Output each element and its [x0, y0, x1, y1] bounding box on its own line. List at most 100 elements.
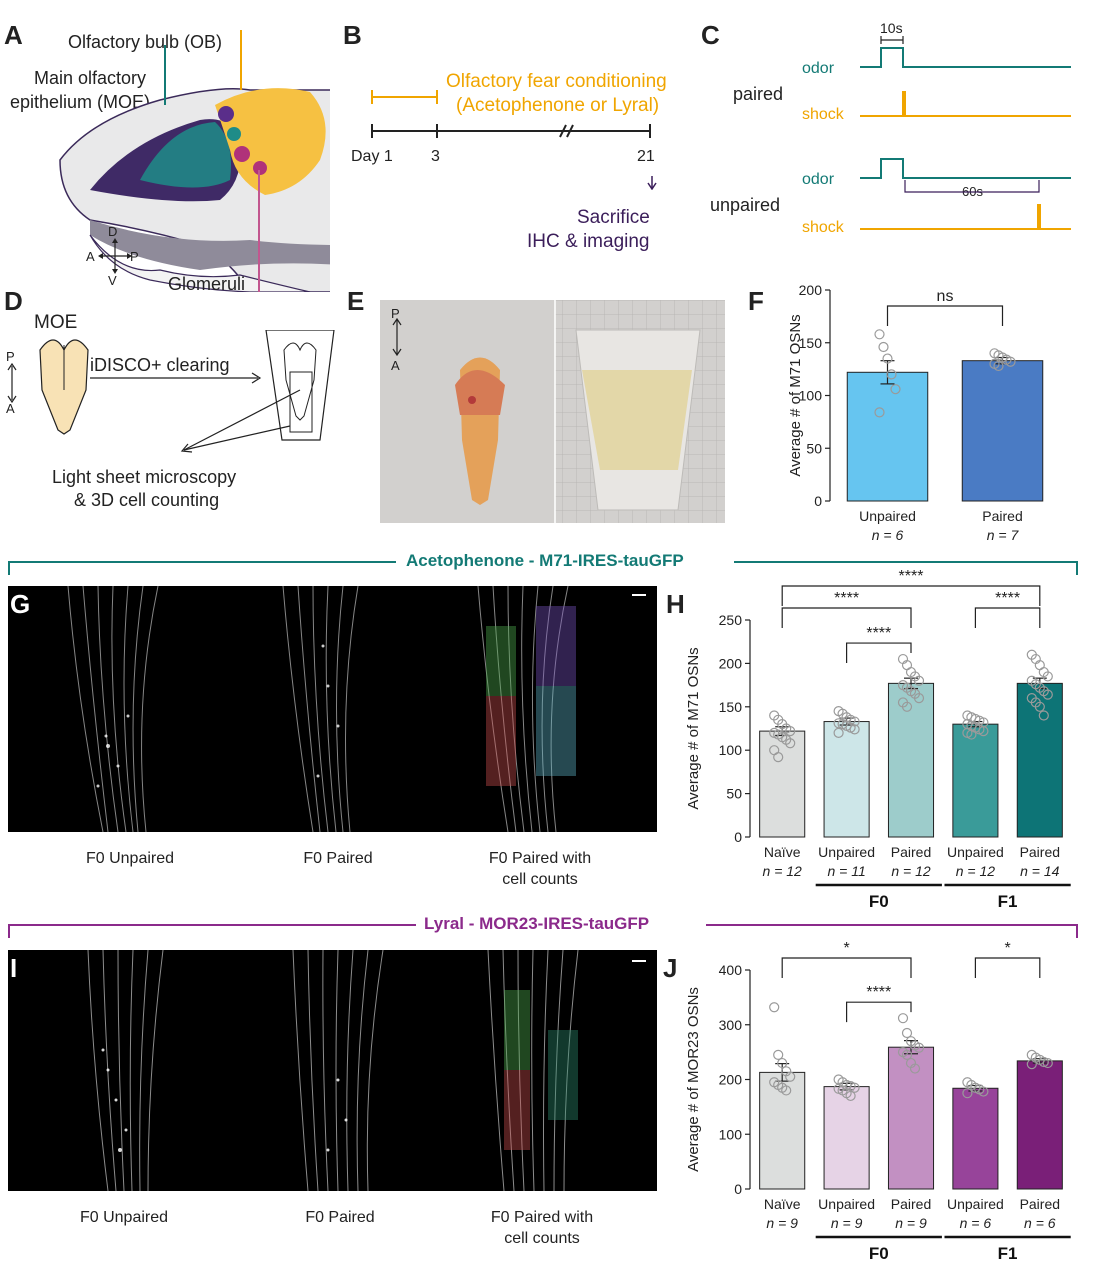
y-tick-label: 0 — [814, 493, 822, 509]
category-label: Naïve — [764, 844, 801, 860]
axis-p: P — [130, 249, 139, 264]
bar — [823, 721, 870, 838]
group-label: F0 — [869, 892, 889, 911]
n-label: n = 6 — [1024, 1215, 1056, 1231]
data-point — [1034, 701, 1045, 712]
y-tick-label: 150 — [799, 335, 823, 351]
significance-bracket — [846, 642, 912, 664]
category-label: Unpaired — [947, 844, 1004, 860]
tissue-photo-drawing — [380, 300, 725, 523]
caption-i-counts-line1: F0 Paired with — [490, 1209, 594, 1226]
axis-a: A — [86, 249, 95, 264]
panel-a-label: A — [4, 20, 23, 50]
banner-i-rule-right — [706, 924, 1078, 926]
y-tick-label: 50 — [806, 440, 822, 456]
bar — [823, 1086, 870, 1190]
group-label: F1 — [998, 1244, 1018, 1263]
y-tick-label: 150 — [719, 699, 743, 715]
day1-label: Day 1 — [351, 148, 393, 165]
caption-i-paired: F0 Paired — [305, 1209, 375, 1226]
data-point — [901, 1049, 913, 1060]
panel-i-label: I — [10, 953, 18, 983]
odor-label-unpaired: odor — [802, 171, 835, 188]
data-point — [773, 1049, 784, 1060]
data-point — [962, 1088, 973, 1099]
category-label: Paired — [891, 1196, 931, 1212]
y-tick-label: 50 — [726, 786, 742, 802]
data-point — [993, 360, 1004, 372]
glomeruli-label: Glomeruli — [168, 274, 246, 294]
nose-anatomy-illustration — [59, 30, 330, 292]
n-label: n = 6 — [960, 1215, 992, 1231]
paired-label: paired — [733, 84, 784, 104]
caption-g-counts-line2: cell counts — [502, 871, 578, 888]
banner-g-title: Acetophenone - M71-IRES-tauGFP — [406, 551, 684, 570]
data-point — [874, 329, 885, 340]
data-point — [978, 1086, 989, 1097]
bar — [952, 1087, 999, 1190]
odor-label-paired: odor — [802, 60, 835, 77]
significance-bracket — [974, 957, 1041, 978]
axis-d: D — [108, 224, 118, 239]
data-point — [890, 384, 901, 395]
data-point — [781, 1085, 792, 1096]
panel-d-label: D — [4, 286, 23, 316]
panel-f-label: F — [748, 286, 764, 316]
data-point — [913, 1042, 925, 1053]
banner-i-tick-right — [1076, 924, 1078, 938]
data-point — [901, 701, 913, 712]
data-point — [833, 727, 844, 738]
banner-g-rule-right — [734, 561, 1078, 563]
banner-g-tick-right — [1076, 561, 1078, 575]
data-point — [913, 675, 925, 686]
significance-label: **** — [899, 568, 924, 585]
significance-label: **** — [866, 984, 891, 1001]
axis-a-e: A — [391, 358, 400, 373]
y-tick-label: 100 — [799, 388, 823, 404]
y-tick-label: 300 — [719, 1017, 743, 1033]
clearing-label: iDISCO+ clearing — [90, 355, 230, 375]
bar — [1016, 1060, 1063, 1190]
micrograph-g-drawing — [67, 586, 646, 832]
unpaired-label: unpaired — [710, 195, 781, 215]
n-label: n = 14 — [1020, 863, 1060, 879]
caption-i-unpaired: F0 Unpaired — [79, 1209, 169, 1226]
y-tick-label: 100 — [719, 1126, 743, 1142]
axis-p-e: P — [391, 306, 400, 321]
y-tick-label: 0 — [734, 1181, 742, 1197]
data-point — [1042, 671, 1053, 682]
data-point — [1042, 689, 1053, 700]
data-point — [1005, 356, 1016, 367]
y-tick-label: 400 — [719, 962, 743, 978]
group-label: F1 — [998, 892, 1018, 911]
data-point — [901, 1027, 913, 1039]
data-point — [1038, 1056, 1049, 1068]
category-label: Unpaired — [818, 1196, 875, 1212]
banner-i-title: Lyral - MOR23-IRES-tauGFP — [424, 914, 650, 933]
bar — [846, 371, 929, 502]
data-point — [897, 1013, 909, 1024]
n-label: n = 11 — [827, 863, 865, 879]
n-label: n = 12 — [763, 863, 803, 879]
category-label: Paired — [891, 844, 931, 860]
ob-label: Olfactory bulb (OB) — [68, 32, 223, 52]
light-sheet-label-line1: Light sheet microscopy — [52, 467, 237, 487]
group-label: F0 — [869, 1244, 889, 1263]
category-label: Unpaired — [947, 1196, 1004, 1212]
compass-arrows — [98, 238, 132, 274]
category-label: Paired — [1020, 1196, 1060, 1212]
light-sheet-label-line2: & 3D cell counting — [74, 490, 220, 510]
conditioning-title-line1: Olfactory fear conditioning — [446, 71, 667, 92]
significance-bracket — [781, 957, 912, 978]
tissue-photo: P A — [380, 300, 725, 523]
data-point — [978, 726, 989, 737]
y-tick-label: 0 — [734, 829, 742, 845]
timeline-diagram — [371, 90, 657, 190]
y-tick-label: 200 — [799, 282, 823, 298]
moe-short-label: MOE — [34, 312, 78, 333]
data-point — [785, 1071, 796, 1082]
caption-g-counts-line1: F0 Paired with — [488, 850, 592, 867]
banner-g-rule-left — [8, 561, 396, 563]
data-point — [1038, 710, 1049, 721]
